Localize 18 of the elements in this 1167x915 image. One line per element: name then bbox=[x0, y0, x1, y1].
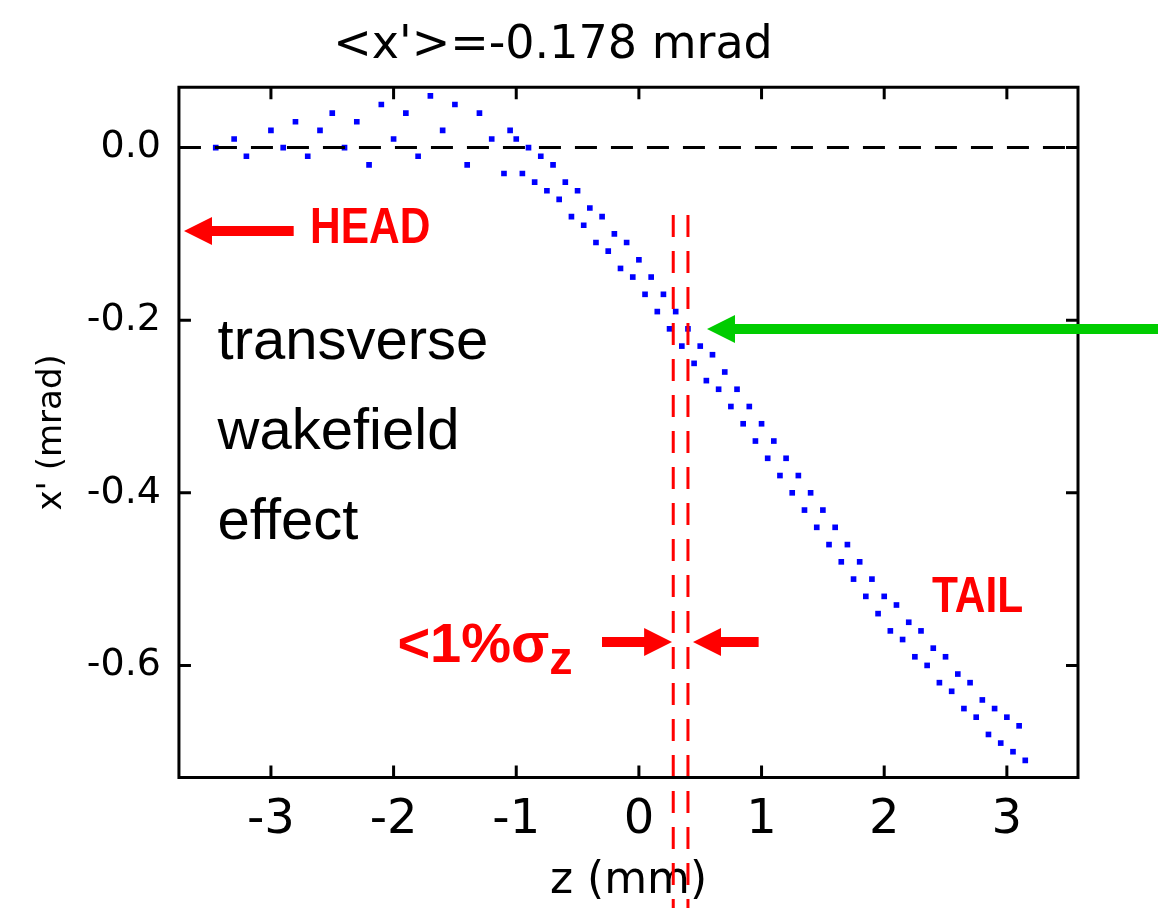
x-axis-title: z (mm) bbox=[549, 852, 708, 904]
y-tick-label: -0.6 bbox=[86, 640, 161, 685]
annotation: HEAD bbox=[310, 198, 431, 255]
x-tick-label: -2 bbox=[369, 787, 418, 844]
y-tick-label: 0.0 bbox=[100, 122, 161, 167]
y-tick-label: -0.2 bbox=[86, 295, 161, 340]
y-tick-label: -0.4 bbox=[86, 467, 161, 512]
annotation: TAIL bbox=[932, 567, 1024, 624]
x-tick-label: -1 bbox=[492, 787, 541, 844]
x-tick-label: 3 bbox=[991, 787, 1023, 844]
annotation: <1%σ$_{z}$ bbox=[397, 611, 573, 685]
x-tick-label: 1 bbox=[746, 787, 777, 844]
annotation: transverse wakefield effect bbox=[217, 305, 489, 554]
y-axis-title: x' (mrad) bbox=[29, 354, 70, 511]
x-tick-label: 2 bbox=[868, 787, 900, 844]
chart-title: <x'>=-0.178 mrad bbox=[333, 14, 773, 69]
x-tick-label: -3 bbox=[247, 787, 295, 844]
x-tick-label: 0 bbox=[623, 787, 655, 844]
